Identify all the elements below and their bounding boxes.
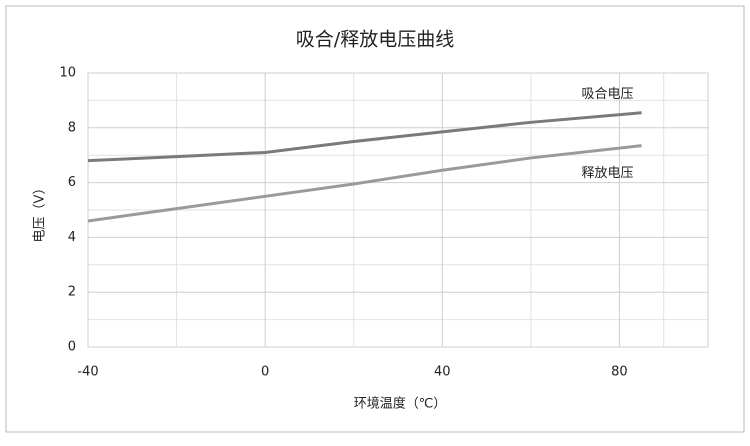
y-axis-title: 电压（V）	[33, 182, 48, 243]
x-tick-label: 0	[261, 365, 269, 380]
x-tick-label: 40	[434, 365, 451, 380]
chart-frame	[5, 5, 745, 433]
y-tick-label: 6	[68, 175, 76, 190]
chart-title: 吸合/释放电压曲线	[296, 29, 454, 51]
series-label: 吸合电压	[582, 87, 634, 102]
data-line	[87, 111, 642, 163]
series-label: 释放电压	[582, 166, 634, 181]
y-tick-label: 10	[59, 66, 76, 81]
y-tick-label: 4	[68, 230, 76, 245]
plot-border	[87, 72, 709, 348]
x-tick-label: -40	[77, 365, 98, 380]
x-axis-title: 环境温度（℃）	[354, 396, 447, 412]
data-line	[87, 144, 642, 223]
y-tick-label: 8	[68, 120, 76, 135]
y-tick-label: 2	[68, 285, 76, 300]
x-tick-label: 80	[611, 365, 628, 380]
y-tick-label: 0	[68, 340, 76, 355]
